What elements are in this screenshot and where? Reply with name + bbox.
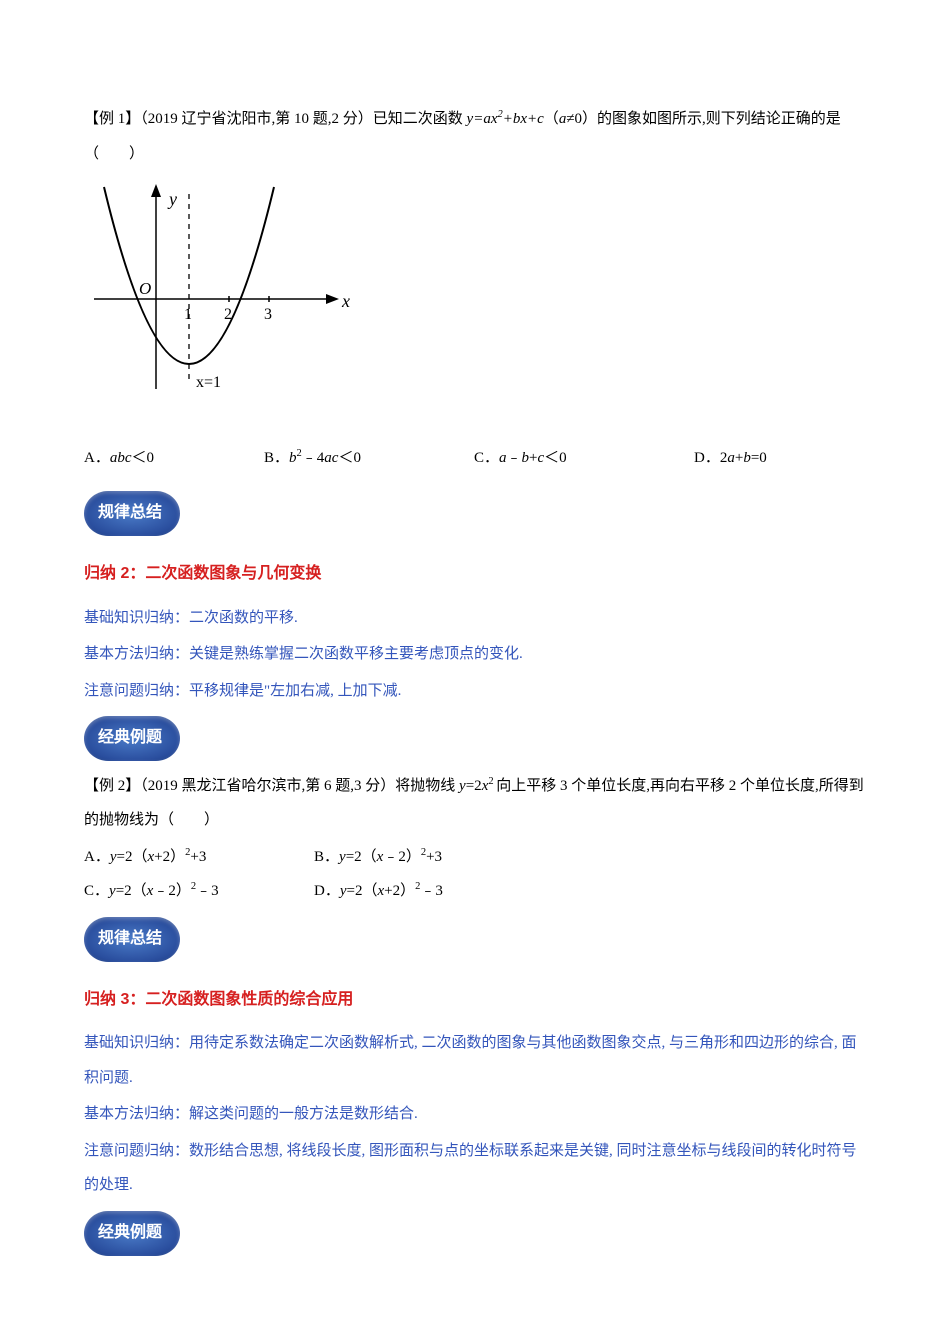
example2-stem-p1: 将抛物线 (395, 778, 459, 794)
example2-stem: 【例 2】（2019 黑龙江省哈尔滨市,第 6 题,3 分）将抛物线 y=2x2… (84, 769, 866, 838)
parabola-graph: y x O 1 2 3 x=1 (84, 179, 866, 433)
option-a: A．abc＜0 (84, 441, 264, 476)
rule3-basic-label: 基础知识归纳： (84, 1035, 189, 1051)
example1-label: 【例 1】 (84, 111, 140, 127)
rule2-basic-label: 基础知识归纳： (84, 610, 189, 626)
example-badge-1: 经典例题 (84, 710, 866, 767)
rule2-method: 基本方法归纳：关键是熟练掌握二次函数平移主要考虑顶点的变化. (84, 637, 866, 672)
rule2-note: 注意问题归纳：平移规律是"左加右减, 上加下减. (84, 674, 866, 709)
option2-a: A．y=2（x+2）2+3 (84, 840, 314, 875)
example2-source: （2019 黑龙江省哈尔滨市,第 6 题,3 分） (140, 778, 395, 794)
rule2-note-label: 注意问题归纳： (84, 683, 189, 699)
rule3-method-label: 基本方法归纳： (84, 1106, 189, 1122)
rule-badge-2: 规律总结 (84, 911, 866, 968)
x-arrow (326, 294, 339, 304)
rule3-basic: 基础知识归纳：用待定系数法确定二次函数解析式, 二次函数的图象与其他函数图象交点… (84, 1026, 866, 1095)
y-label: y (167, 189, 177, 209)
rule2-basic: 基础知识归纳：二次函数的平移. (84, 601, 866, 636)
badge-rule-1: 规律总结 (84, 491, 180, 536)
example1-stem: 【例 1】（2019 辽宁省沈阳市,第 10 题,2 分）已知二次函数 y=ax… (84, 102, 866, 171)
rule2-basic-text: 二次函数的平移. (189, 610, 298, 626)
example-badge-2: 经典例题 (84, 1205, 866, 1262)
tick-1: 1 (184, 306, 192, 323)
y-arrow (151, 184, 161, 197)
rule3-title: 归纳 3：二次函数图象性质的综合应用 (84, 982, 866, 1019)
rule3-note-label: 注意问题归纳： (84, 1143, 189, 1159)
rule3-method: 基本方法归纳：解这类问题的一般方法是数形结合. (84, 1097, 866, 1132)
x-label: x (341, 291, 350, 311)
rule3-note: 注意问题归纳：数形结合思想, 将线段长度, 图形面积与点的坐标联系起来是关键, … (84, 1134, 866, 1203)
example1-formula: y=ax2+bx+c (467, 111, 544, 127)
rule3-basic-text: 用待定系数法确定二次函数解析式, 二次函数的图象与其他函数图象交点, 与三角形和… (84, 1035, 857, 1086)
example1-stem-p1: 已知二次函数 (373, 111, 467, 127)
example1-options: A．abc＜0 B．b2﹣4ac＜0 C．a﹣b+c＜0 D．2a+b=0 (84, 441, 866, 476)
badge-rule-2: 规律总结 (84, 917, 180, 962)
vertex-label: x=1 (196, 374, 221, 391)
option2-d: D．y=2（x+2）2﹣3 (314, 874, 544, 909)
rule2-method-label: 基本方法归纳： (84, 646, 189, 662)
rule2-note-text: 平移规律是"左加右减, 上加下减. (189, 683, 401, 699)
tick-3: 3 (264, 306, 272, 323)
example2-label: 【例 2】 (84, 778, 140, 794)
rule-badge-1: 规律总结 (84, 485, 866, 542)
badge-example-2: 经典例题 (84, 1211, 180, 1256)
option-b: B．b2﹣4ac＜0 (264, 441, 474, 476)
option-c: C．a﹣b+c＜0 (474, 441, 694, 476)
rule2-title: 归纳 2：二次函数图象与几何变换 (84, 556, 866, 593)
option2-c: C．y=2（x﹣2）2﹣3 (84, 874, 314, 909)
option-d: D．2a+b=0 (694, 441, 854, 476)
rule2-method-text: 关键是熟练掌握二次函数平移主要考虑顶点的变化. (189, 646, 523, 662)
rule3-note-text: 数形结合思想, 将线段长度, 图形面积与点的坐标联系起来是关键, 同时注意坐标与… (84, 1143, 857, 1194)
example1-source: （2019 辽宁省沈阳市,第 10 题,2 分） (140, 111, 373, 127)
badge-example-1: 经典例题 (84, 716, 180, 761)
example2-options: A．y=2（x+2）2+3 B．y=2（x﹣2）2+3 C．y=2（x﹣2）2﹣… (84, 840, 866, 909)
rule3-method-text: 解这类问题的一般方法是数形结合. (189, 1106, 418, 1122)
option2-b: B．y=2（x﹣2）2+3 (314, 840, 544, 875)
graph-svg: y x O 1 2 3 x=1 (84, 179, 364, 419)
origin-label: O (139, 279, 151, 298)
